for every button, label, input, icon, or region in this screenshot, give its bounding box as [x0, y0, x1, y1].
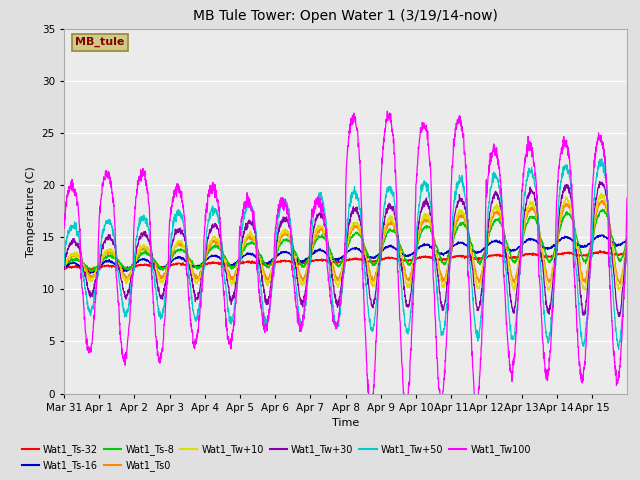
Text: MB_tule: MB_tule — [76, 37, 125, 48]
Legend: Wat1_Ts-32, Wat1_Ts-16, Wat1_Ts-8, Wat1_Ts0, Wat1_Tw+10, Wat1_Tw+30, Wat1_Tw+50,: Wat1_Ts-32, Wat1_Ts-16, Wat1_Ts-8, Wat1_… — [18, 441, 534, 475]
X-axis label: Time: Time — [332, 418, 359, 428]
Title: MB Tule Tower: Open Water 1 (3/19/14-now): MB Tule Tower: Open Water 1 (3/19/14-now… — [193, 10, 498, 24]
Y-axis label: Temperature (C): Temperature (C) — [26, 166, 36, 257]
